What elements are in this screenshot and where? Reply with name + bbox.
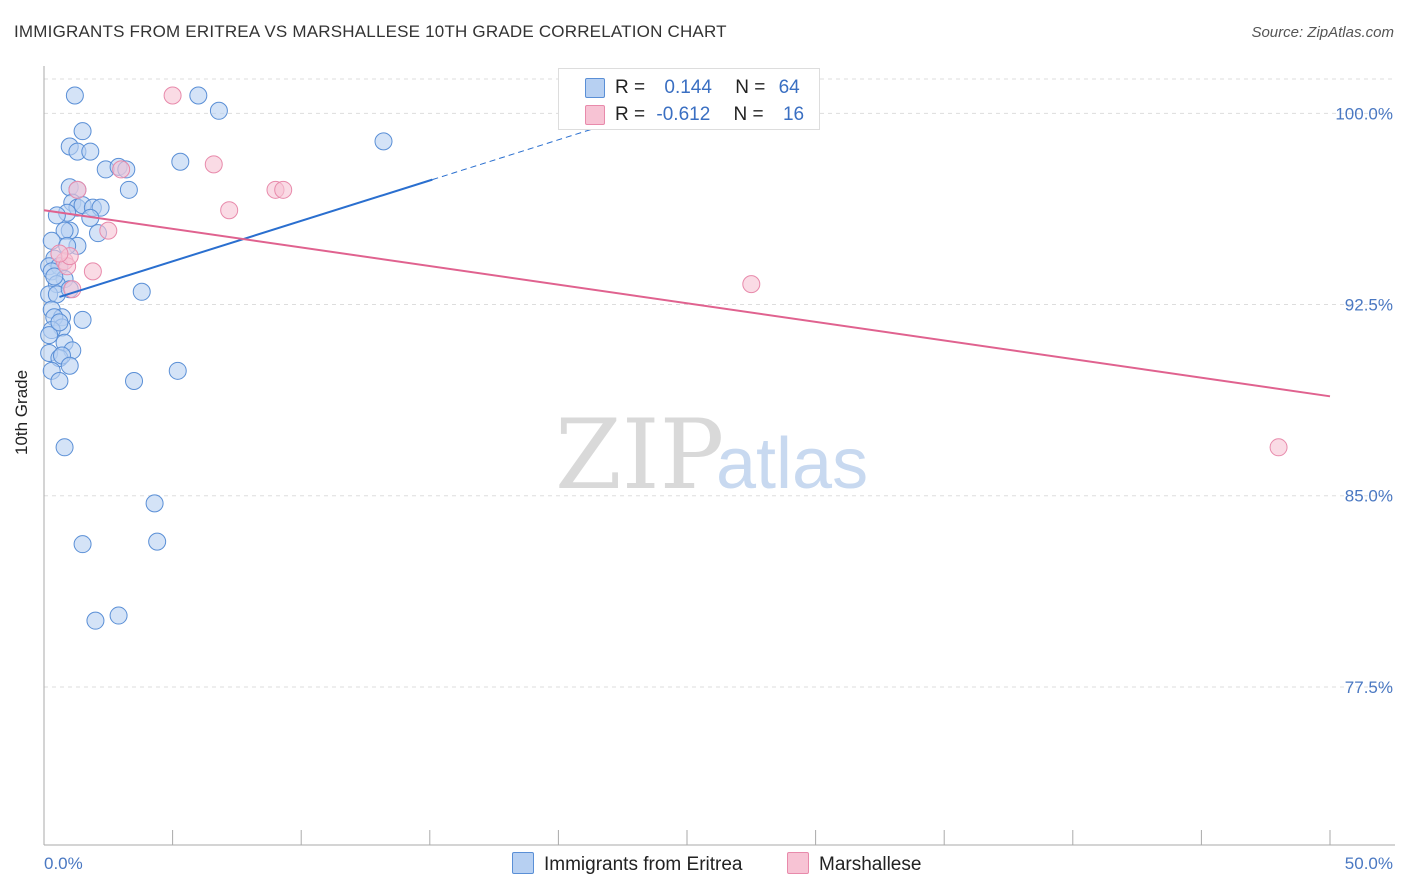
eritrea-point (145, 494, 164, 513)
marshallese-point (50, 244, 69, 263)
y-axis-label: 10th Grade (12, 369, 31, 455)
axes (43, 66, 1395, 846)
marshallese-point (1269, 438, 1288, 457)
source-label: Source: ZipAtlas.com (1251, 24, 1394, 41)
legend-swatch-eritrea (585, 78, 605, 98)
data-points (40, 86, 1288, 630)
marshallese-point (163, 86, 182, 105)
x-tick-label: 0.0% (44, 854, 83, 873)
eritrea-point (119, 180, 138, 199)
legend-n-label: N = (735, 77, 766, 98)
watermark: ZIP atlas (555, 399, 868, 511)
y-tick-label: 85.0% (1345, 487, 1393, 506)
eritrea-point (109, 606, 128, 625)
eritrea-point (81, 142, 100, 161)
bottom-legend-label-marshallese: Marshallese (819, 854, 922, 875)
eritrea-point (50, 313, 69, 332)
marshallese-point (68, 180, 87, 199)
legend-row-eritrea: R = 0.144 N = 64 (615, 77, 800, 99)
legend-r-value-eritrea: 0.144 (664, 77, 712, 98)
eritrea-point (47, 206, 66, 225)
watermark-zip: ZIP (555, 399, 724, 511)
tick-labels: 77.5% 85.0% 92.5% 100.0% 0.0% 50.0% (44, 104, 1393, 873)
eritrea-point (209, 101, 228, 120)
eritrea-point (73, 122, 92, 141)
marshallese-trend-line (43, 209, 1331, 398)
chart-title: IMMIGRANTS FROM ERITREA VS MARSHALLESE 1… (14, 22, 727, 41)
eritrea-point (40, 326, 59, 345)
eritrea-point (55, 438, 74, 457)
bottom-legend-swatch-marshallese (787, 852, 809, 874)
eritrea-trend-line (59, 178, 433, 298)
bottom-legend-swatch-eritrea (512, 852, 534, 874)
watermark-atlas: atlas (716, 424, 868, 504)
eritrea-point (73, 535, 92, 554)
legend-swatch-marshallese (585, 105, 605, 125)
y-tick-label: 77.5% (1345, 678, 1393, 697)
bottom-legend-label-eritrea: Immigrants from Eritrea (544, 854, 743, 875)
legend-r-value-marshallese: -0.612 (656, 104, 711, 125)
eritrea-point (86, 611, 105, 630)
eritrea-point (148, 532, 167, 551)
eritrea-point (374, 132, 393, 151)
legend-r-label: R = (615, 77, 646, 98)
marshallese-point (204, 155, 223, 174)
eritrea-point (168, 361, 187, 380)
legend-n-label: N = (733, 104, 764, 125)
marshallese-point (274, 180, 293, 199)
correlation-legend: R = 0.144 N = 64 R = -0.612 N = 16 (558, 68, 820, 130)
y-tick-label: 100.0% (1335, 104, 1393, 123)
eritrea-point (50, 372, 69, 391)
eritrea-point (65, 86, 84, 105)
eritrea-point (73, 310, 92, 329)
trend-lines (43, 123, 1331, 398)
eritrea-trend-extension (432, 123, 610, 181)
eritrea-point (60, 356, 79, 375)
grid-lines (44, 78, 1395, 688)
eritrea-point (45, 267, 64, 286)
marshallese-point (83, 262, 102, 281)
legend-n-value-eritrea: 64 (778, 77, 800, 98)
x-tick-label: 50.0% (1345, 854, 1393, 873)
marshallese-point (742, 275, 761, 294)
marshallese-point (112, 160, 131, 179)
bottom-legend-eritrea: Immigrants from Eritrea (512, 852, 742, 876)
bottom-legend-marshallese: Marshallese (787, 852, 921, 876)
eritrea-point (132, 282, 151, 301)
legend-row-marshallese: R = -0.612 N = 16 (615, 104, 804, 126)
eritrea-point (125, 372, 144, 391)
marshallese-point (220, 201, 239, 220)
marshallese-point (99, 221, 118, 240)
eritrea-point (189, 86, 208, 105)
eritrea-point (171, 152, 190, 171)
legend-n-value-marshallese: 16 (782, 104, 805, 125)
y-tick-label: 92.5% (1345, 296, 1393, 315)
legend-r-label: R = (615, 104, 646, 125)
